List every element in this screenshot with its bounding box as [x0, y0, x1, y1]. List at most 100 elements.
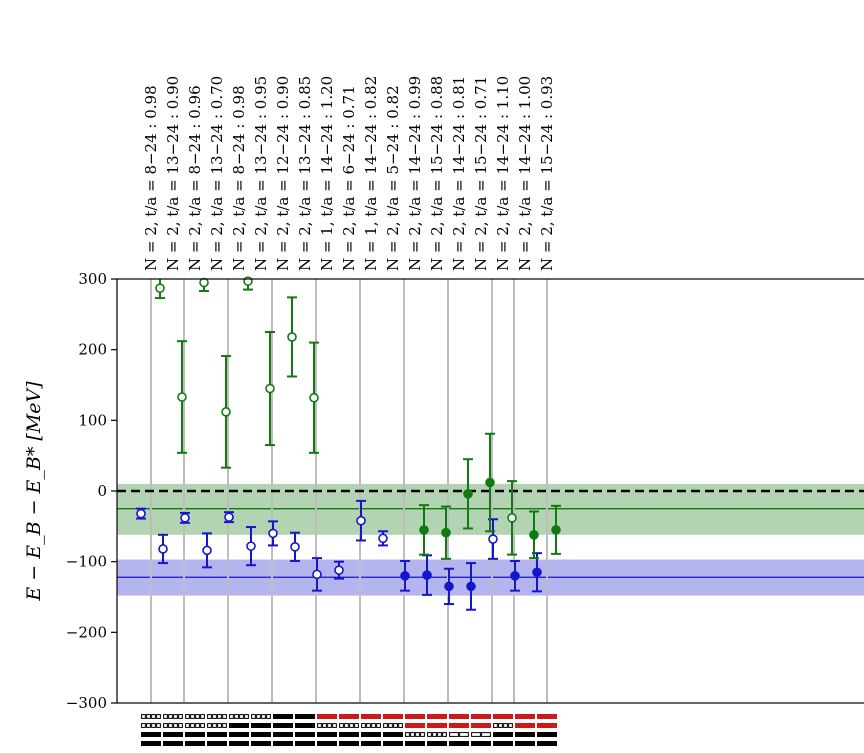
category-label: N = 2, t/a = 6−24 : 0.71: [340, 85, 358, 271]
operator-bar-red: [405, 714, 425, 719]
operator-bar-red: [471, 723, 491, 728]
marker: [246, 541, 256, 551]
point-s0-12: [400, 559, 410, 592]
point-s1-17: [529, 510, 539, 560]
operator-bar-filled: [185, 732, 205, 737]
category-label: N = 2, t/a = 14−24 : 0.81: [450, 76, 468, 271]
operator-bar-red: [427, 714, 447, 719]
operator-bar-open: [437, 732, 442, 737]
y-tick-label: 300: [78, 270, 107, 288]
operator-bar-filled: [141, 741, 161, 746]
operator-bar-open: [200, 714, 205, 719]
operator-bar-open: [168, 723, 173, 728]
category-label: N = 2, t/a = 8−24 : 0.98: [142, 85, 160, 271]
marker: [309, 392, 319, 403]
operator-bar-filled: [339, 741, 359, 746]
operator-code-10: [361, 714, 381, 746]
operator-bar-filled: [493, 741, 513, 746]
operator-bar-open: [151, 714, 156, 719]
operator-bar-open: [432, 732, 437, 737]
operator-bar-open: [508, 723, 513, 728]
marker: [400, 570, 410, 581]
operator-bar-open: [266, 714, 271, 719]
marker: [287, 332, 297, 342]
point-s0-0: [136, 507, 146, 520]
operator-bar-open: [217, 714, 222, 719]
operator-bar-open: [163, 714, 168, 719]
y-tick-label: 0: [97, 482, 107, 500]
operator-bar-filled: [427, 741, 447, 746]
operator-bar-open: [185, 723, 190, 728]
operator-bar-red: [339, 714, 359, 719]
operator-bar-open: [146, 723, 151, 728]
operator-bar-filled: [515, 732, 535, 737]
operator-bar-red: [449, 714, 469, 719]
operator-bar-open: [503, 723, 508, 728]
operator-bar-open: [234, 714, 239, 719]
operator-bar-filled: [251, 741, 271, 746]
y-tick-label: −100: [66, 553, 107, 571]
operator-bar-open: [207, 714, 212, 719]
operator-bar-red: [493, 714, 513, 719]
operator-bar-open: [256, 714, 261, 719]
marker: [265, 383, 275, 394]
marker: [180, 513, 190, 523]
marker: [158, 544, 168, 554]
points-layer: [136, 276, 561, 611]
operator-bar-red: [361, 714, 381, 719]
operator-bar-filled: [163, 741, 183, 746]
point-s1-13: [441, 505, 451, 560]
operator-bar-filled: [295, 723, 315, 728]
operator-bar-open: [449, 732, 459, 737]
category-labels: N = 2, t/a = 8−24 : 0.98 N = 2, t/a = 13−…: [142, 76, 556, 271]
operator-bar-open: [398, 723, 403, 728]
point-s1-18: [551, 504, 561, 555]
operator-bar-open: [371, 723, 376, 728]
operator-bar-open: [173, 714, 178, 719]
operator-code-17: [515, 714, 535, 746]
marker: [356, 515, 366, 526]
category-label: N = 2, t/a = 15−24 : 0.93: [538, 76, 556, 271]
operator-bar-open: [420, 732, 425, 737]
operator-bar-open: [415, 732, 420, 737]
marker: [221, 407, 231, 417]
operator-bar-filled: [273, 741, 293, 746]
operator-code-glyphs: [141, 714, 557, 746]
operator-bar-open: [212, 714, 217, 719]
marker: [199, 277, 209, 288]
operator-bar-open: [229, 714, 234, 719]
operator-bar-open: [168, 714, 173, 719]
category-label: N = 1, t/a = 14−24 : 0.82: [362, 76, 380, 271]
point-s0-3: [202, 532, 212, 569]
operator-bar-open: [393, 723, 398, 728]
point-s0-4: [224, 511, 234, 524]
operator-code-4: [229, 714, 249, 746]
operator-bar-open: [322, 723, 327, 728]
category-label: N = 2, t/a = 14−24 : 1.00: [516, 76, 534, 271]
operator-bar-red: [449, 723, 469, 728]
point-s1-5: [265, 331, 275, 447]
point-s0-6: [268, 520, 278, 547]
operator-bar-open: [410, 732, 415, 737]
marker: [136, 508, 146, 519]
operator-bar-filled: [273, 714, 293, 719]
operator-bar-open: [442, 732, 447, 737]
operator-bar-filled: [515, 741, 535, 746]
operator-bar-filled: [295, 714, 315, 719]
category-label: N = 2, t/a = 14−24 : 1.10: [494, 76, 512, 271]
point-s0-9: [334, 560, 344, 580]
point-s1-2: [199, 277, 209, 293]
operator-bar-open: [207, 723, 212, 728]
operator-code-18: [537, 714, 557, 746]
category-label: N = 2, t/a = 13−24 : 0.95: [252, 76, 270, 271]
operator-bar-filled: [383, 732, 403, 737]
operator-bar-filled: [251, 723, 271, 728]
marker: [177, 392, 187, 402]
operator-bar-filled: [493, 732, 513, 737]
operator-bar-filled: [207, 741, 227, 746]
point-s0-15: [466, 562, 476, 611]
category-label: N = 1, t/a = 14−24 : 1.20: [318, 76, 336, 271]
point-s1-6: [287, 296, 297, 378]
operator-bar-red: [427, 723, 447, 728]
